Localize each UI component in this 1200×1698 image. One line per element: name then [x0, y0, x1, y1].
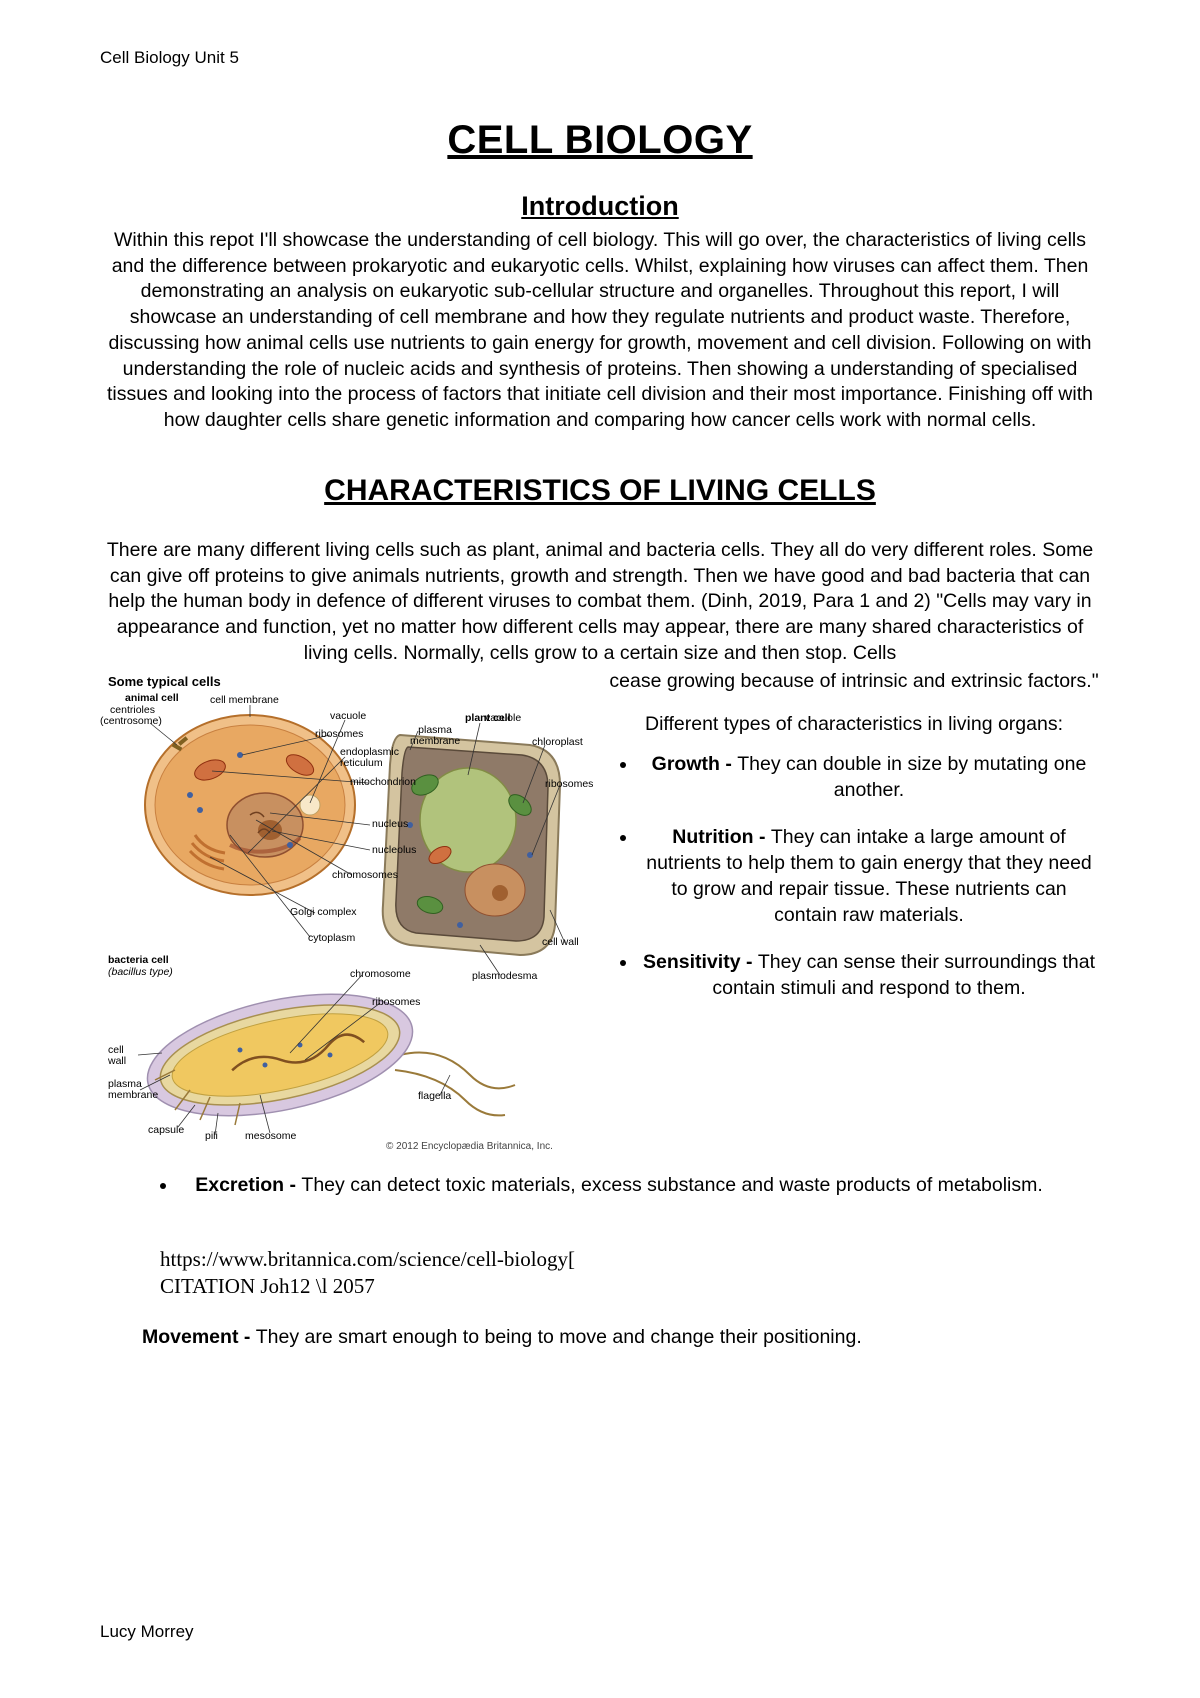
chromosomes-label: chromosomes [332, 870, 398, 882]
excretion-label: Excretion - [195, 1174, 301, 1196]
chromosome-bact-label: chromosome [350, 969, 411, 981]
nucleolus-label: nucleolus [372, 845, 416, 857]
cellwall-bact-label: cell wall [108, 1045, 126, 1068]
intro-heading: Introduction [100, 191, 1100, 222]
growth-label: Growth - [652, 753, 738, 775]
characteristics-subhead: Different types of characteristics in li… [608, 712, 1100, 738]
bacteria-sub-label: (bacillus type) [108, 967, 173, 979]
cell-membrane-label: cell membrane [210, 695, 279, 707]
list-item: Excretion - They can detect toxic materi… [178, 1173, 1100, 1199]
movement-text: They are smart enough to being to move a… [256, 1326, 862, 1348]
growth-text: They can double in size by mutating one … [737, 753, 1086, 801]
plasmodesma-label: plasmodesma [472, 971, 537, 983]
intro-paragraph: Within this repot I'll showcase the unde… [100, 228, 1100, 434]
bacteria-cell-label: bacteria cell [108, 955, 169, 967]
citation-text: https://www.britannica.com/science/cell-… [160, 1246, 590, 1299]
characteristics-list: Growth - They can double in size by muta… [608, 752, 1100, 1002]
sensitivity-label: Sensitivity - [643, 951, 758, 973]
cytoplasm-label: cytoplasm [308, 933, 355, 945]
animal-cell-label: animal cell [125, 693, 179, 705]
page-header: Cell Biology Unit 5 [100, 48, 239, 68]
page-footer: Lucy Morrey [100, 1622, 194, 1642]
diagram-title: Some typical cells [108, 675, 221, 689]
ribosomes-bact-label: ribosomes [372, 997, 420, 1009]
er-label: endoplasmic reticulum [340, 747, 399, 770]
diagram-column: Some typical cells animal cell centriole… [100, 669, 590, 1155]
list-item: Nutrition - They can intake a large amou… [638, 825, 1100, 928]
sensitivity-text: They can sense their surroundings that c… [712, 951, 1095, 999]
capsule-label: capsule [148, 1125, 184, 1137]
nutrition-label: Nutrition - [672, 826, 771, 848]
mito-label: mitochondrion [350, 777, 416, 789]
cell-diagram: Some typical cells animal cell centriole… [100, 675, 590, 1155]
plasma-bact-label: plasma membrane [108, 1079, 158, 1102]
pili-label: pili [205, 1131, 218, 1143]
vacuole-label: vacuole [330, 711, 366, 723]
characteristics-list-column: cease growing because of intrinsic and e… [608, 669, 1100, 1155]
main-title: CELL BIOLOGY [100, 118, 1100, 163]
nucleus-label: nucleus [372, 819, 408, 831]
movement-line: Movement - They are smart enough to bein… [142, 1325, 1100, 1351]
vacuole-plant-label: vacuole [485, 713, 521, 725]
mesosome-label: mesosome [245, 1131, 296, 1143]
flagella-label: flagella [418, 1091, 451, 1103]
plasma-plant-label: plasma membrane [410, 725, 460, 748]
centrioles-label: centrioles (centrosome) [100, 705, 155, 728]
diagram-copyright: © 2012 Encyclopædia Britannica, Inc. [386, 1141, 553, 1152]
excretion-text: They can detect toxic materials, excess … [301, 1174, 1042, 1196]
list-item: Sensitivity - They can sense their surro… [638, 950, 1100, 1001]
characteristics-heading: CHARACTERISTICS OF LIVING CELLS [100, 474, 1100, 508]
golgi-label: Golgi complex [290, 907, 357, 919]
ribosomes-plant-label: ribosomes [545, 779, 593, 791]
characteristics-list-full: Excretion - They can detect toxic materi… [100, 1173, 1100, 1199]
char-text-continuation: cease growing because of intrinsic and e… [608, 669, 1100, 695]
content-split: Some typical cells animal cell centriole… [100, 669, 1100, 1155]
chloroplast-label: chloroplast [532, 737, 583, 749]
list-item: Growth - They can double in size by muta… [638, 752, 1100, 803]
characteristics-paragraph: There are many different living cells su… [100, 538, 1100, 667]
cellwall-plant-label: cell wall [542, 937, 579, 949]
movement-label: Movement - [142, 1326, 256, 1348]
ribosomes-label: ribosomes [315, 729, 363, 741]
